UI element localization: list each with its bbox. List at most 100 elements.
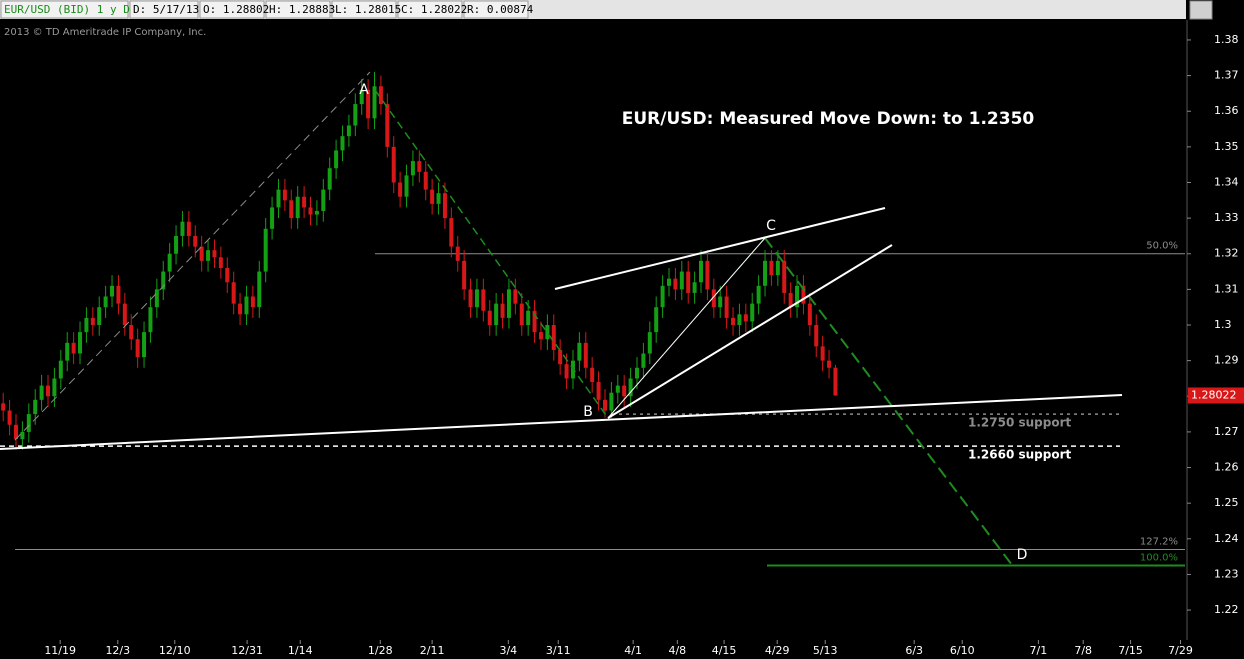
candle-body <box>519 303 524 326</box>
candle-body <box>820 346 825 361</box>
last-price-label: 1.28022 <box>1191 388 1237 401</box>
xa-leg <box>14 71 371 441</box>
copyright: 2013 © TD Ameritrade IP Company, Inc. <box>4 27 206 38</box>
x-tick-label: 7/8 <box>1074 644 1092 657</box>
candle-body <box>750 303 755 322</box>
candle-body <box>122 303 127 326</box>
candle-body <box>14 424 19 440</box>
candle-body <box>1 403 6 411</box>
x-tick-label: 6/3 <box>905 644 923 657</box>
header-box <box>397 0 463 19</box>
header-box <box>199 0 265 19</box>
candle-body <box>167 253 172 272</box>
candle-body <box>602 399 607 411</box>
y-tick-label: 1.35 <box>1214 140 1239 153</box>
candle-body <box>295 196 300 219</box>
y-tick-label: 1.24 <box>1214 532 1239 545</box>
candle-body <box>769 260 774 276</box>
candle-body <box>462 260 467 290</box>
candle-body <box>763 260 768 286</box>
header-box <box>331 0 397 19</box>
y-tick-label: 1.38 <box>1214 33 1239 46</box>
candle-body <box>148 307 153 333</box>
y-tick-label: 1.3 <box>1214 318 1232 331</box>
candle-body <box>263 228 268 272</box>
x-tick-label: 7/15 <box>1118 644 1143 657</box>
candle-body <box>474 289 479 308</box>
x-tick-label: 3/11 <box>546 644 571 657</box>
candle-body <box>436 193 441 204</box>
header-box <box>265 0 331 19</box>
candle-body <box>673 278 678 290</box>
candle-body <box>26 414 31 432</box>
x-tick-label: 6/10 <box>950 644 975 657</box>
x-tick-label: 12/3 <box>105 644 130 657</box>
fib-label: 127.2% <box>1140 536 1178 547</box>
candle-body <box>391 146 396 183</box>
header-high: H: 1.28883 <box>269 3 335 16</box>
candle-body <box>699 260 704 283</box>
candle-body <box>71 342 76 354</box>
candle-body <box>186 221 191 236</box>
candle-body <box>20 431 25 440</box>
candle-body <box>615 385 620 393</box>
candle-body <box>33 399 38 415</box>
candle-body <box>494 303 499 326</box>
candle-body <box>238 303 243 315</box>
y-tick-label: 1.29 <box>1214 354 1239 367</box>
candle-body <box>206 250 211 261</box>
candle-body <box>827 360 832 368</box>
candle-body <box>833 367 838 396</box>
x-tick-label: 2/11 <box>420 644 445 657</box>
candle-body <box>161 271 166 290</box>
candle-body <box>705 260 710 290</box>
header-box <box>129 0 199 19</box>
fib-label: 50.0% <box>1146 241 1178 252</box>
candle-body <box>231 282 236 304</box>
candle-body <box>564 364 569 379</box>
candle-body <box>679 271 684 290</box>
x-tick-label: 3/4 <box>499 644 517 657</box>
header-open: O: 1.28802 <box>203 3 269 16</box>
candle-body <box>308 207 313 215</box>
candle-body <box>154 289 159 308</box>
cd-leg <box>764 237 1013 566</box>
last-price-tag <box>1188 387 1244 404</box>
support-label: 1.2750 support <box>968 416 1072 430</box>
header-low: L: 1.28015 <box>335 3 401 16</box>
symbol: EUR/USD (BID) 1 y D <box>4 3 130 16</box>
candle-body <box>814 325 819 347</box>
candle-body <box>647 332 652 354</box>
chart-title: EUR/USD: Measured Move Down: to 1.2350 <box>622 109 1035 129</box>
pattern-label: C <box>766 218 776 234</box>
candle-body <box>404 175 409 197</box>
y-tick-label: 1.31 <box>1214 282 1239 295</box>
drawings: A B C D <box>0 71 1123 566</box>
header-box <box>463 0 529 19</box>
candle-body <box>481 289 486 311</box>
candle-body <box>39 385 44 400</box>
candle-body <box>807 303 812 326</box>
candle-body <box>270 207 275 229</box>
candle-body <box>795 285 800 308</box>
candle-body <box>46 385 51 397</box>
x-tick-label: 7/1 <box>1030 644 1048 657</box>
settings-button[interactable] <box>1189 0 1213 20</box>
candle-body <box>52 378 57 397</box>
y-tick-label: 1.23 <box>1214 567 1239 580</box>
candle-body <box>430 189 435 204</box>
candle-body <box>500 303 505 318</box>
candle-body <box>78 332 83 354</box>
candle-body <box>801 285 806 304</box>
candle-body <box>110 285 115 297</box>
candle-body <box>667 278 672 286</box>
y-tick-label: 1.27 <box>1214 425 1239 438</box>
pattern-label: A <box>359 82 369 98</box>
candle-body <box>225 268 230 283</box>
candle-body <box>417 161 422 172</box>
candle-body <box>282 189 287 201</box>
candle-body <box>506 289 511 318</box>
